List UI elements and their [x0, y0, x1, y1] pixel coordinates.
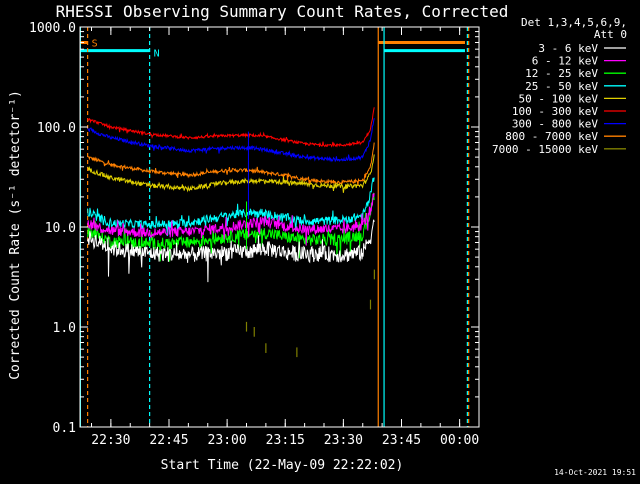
series-100-300kev-line [87, 107, 375, 148]
legend-label-8: 7000 - 15000 keV [492, 143, 598, 156]
y-tick-label-3: 100.0 [37, 121, 76, 136]
legend-label-4: 50 - 100 keV [519, 92, 599, 105]
x-axis-label: Start Time (22-May-09 22:22:02) [161, 458, 404, 473]
series-3-6kev-line [87, 219, 375, 283]
night-flag-label: N [154, 49, 160, 60]
series-300-800kev-line [87, 118, 375, 163]
series-800-7000kev-line [87, 142, 375, 186]
y-tick-label-4: 1000.0 [29, 21, 76, 36]
x-tick-label-4: 23:30 [324, 433, 363, 448]
x-tick-label-2: 23:00 [208, 433, 247, 448]
x-tick-label-6: 00:00 [440, 433, 479, 448]
legend-label-3: 25 - 50 keV [525, 80, 598, 93]
legend-label-6: 300 - 800 keV [512, 118, 598, 131]
series-12-25kev-line [87, 192, 375, 262]
legend-header-line-1: Det 1,3,4,5,6,9, [521, 16, 627, 29]
series-25-50kev-line [87, 177, 375, 237]
y-tick-label-0: 0.1 [53, 421, 76, 436]
y-tick-label-2: 10.0 [45, 221, 76, 236]
x-tick-label-1: 22:45 [149, 433, 188, 448]
legend-label-2: 12 - 25 keV [525, 67, 598, 80]
legend-label-1: 6 - 12 keV [532, 55, 599, 68]
y-axis-label: Corrected Count Rate (s⁻¹ detector⁻¹) [8, 90, 23, 380]
timestamp: 14-Oct-2021 19:51 [554, 468, 636, 477]
series-50-100kev-line [87, 154, 375, 193]
saa-flag-label: S [92, 38, 98, 49]
legend-label-0: 3 - 6 keV [538, 42, 598, 55]
legend-label-5: 100 - 300 keV [512, 105, 598, 118]
x-tick-label-0: 22:30 [91, 433, 130, 448]
x-tick-label-5: 23:45 [382, 433, 421, 448]
plot-frame [79, 26, 480, 428]
x-tick-label-3: 23:15 [266, 433, 305, 448]
y-tick-label-1: 1.0 [53, 321, 76, 336]
legend-header-line-2: Att 0 [594, 28, 627, 41]
series-6-12kev-line [87, 193, 375, 246]
legend-label-7: 800 - 7000 keV [505, 130, 598, 143]
chart-title: RHESSI Observing Summary Count Rates, Co… [56, 2, 509, 21]
